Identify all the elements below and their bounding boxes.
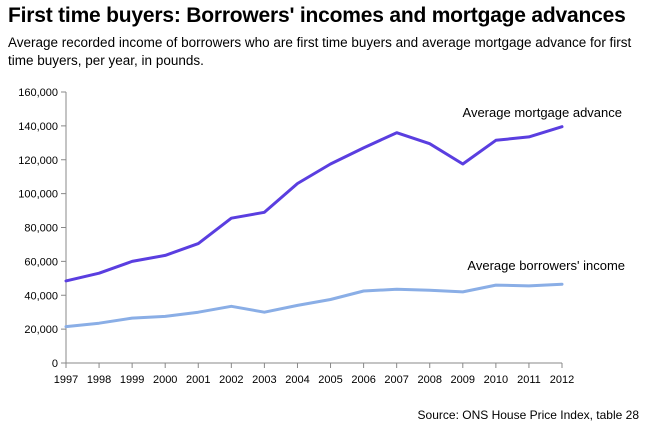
x-tick-label: 2009 bbox=[451, 374, 475, 386]
y-tick-label: 160,000 bbox=[18, 87, 58, 99]
x-tick-label: 1998 bbox=[87, 374, 111, 386]
x-tick-label: 2005 bbox=[318, 374, 342, 386]
x-tick-label: 1997 bbox=[54, 374, 78, 386]
y-tick-label: 20,000 bbox=[24, 324, 58, 336]
x-axis-tick-labels: 1997 1998 1999 2000 2001 2002 2003 2004 2005 2006… bbox=[54, 374, 574, 386]
series-lines bbox=[64, 125, 564, 329]
x-tick-label: 2002 bbox=[219, 374, 243, 386]
series-label-mortgage-advance: Average mortgage advance bbox=[463, 105, 622, 120]
x-tick-label: 2000 bbox=[153, 374, 177, 386]
x-tick-label: 2011 bbox=[517, 374, 541, 386]
x-tick-label: 2003 bbox=[252, 374, 276, 386]
y-tick-label: 60,000 bbox=[24, 256, 58, 268]
x-tick-label: 2010 bbox=[484, 374, 508, 386]
series-label-borrowers-income: Average borrowers' income bbox=[467, 258, 625, 273]
y-tick-label: 100,000 bbox=[18, 189, 58, 201]
series-line-borrowers-income bbox=[64, 282, 564, 329]
y-tick-label: 40,000 bbox=[24, 290, 58, 302]
y-tick-label: 0 bbox=[52, 358, 58, 370]
x-tick-label: 1999 bbox=[120, 374, 144, 386]
chart-title: First time buyers: Borrowers' incomes an… bbox=[8, 4, 626, 27]
series-labels: Average mortgage advance Average borrower… bbox=[463, 105, 625, 273]
y-tick-label: 120,000 bbox=[18, 155, 58, 167]
x-tick-label: 2007 bbox=[384, 374, 408, 386]
x-tick-label: 2012 bbox=[550, 374, 574, 386]
chart-axes bbox=[61, 91, 563, 368]
x-tick-label: 2006 bbox=[351, 374, 375, 386]
y-tick-label: 140,000 bbox=[18, 121, 58, 133]
series-line-mortgage-advance bbox=[64, 125, 564, 283]
chart-subtitle: Average recorded income of borrowers who… bbox=[8, 35, 632, 68]
x-tick-label: 2004 bbox=[285, 374, 309, 386]
y-tick-label: 80,000 bbox=[24, 223, 58, 235]
source-note: Source: ONS House Price Index, table 28 bbox=[417, 408, 639, 422]
y-axis-tick-labels: 0 20,000 40,000 60,000 80,000 100,000 120,000 1… bbox=[18, 87, 58, 370]
x-tick-label: 2001 bbox=[186, 374, 210, 386]
x-tick-label: 2008 bbox=[417, 374, 441, 386]
